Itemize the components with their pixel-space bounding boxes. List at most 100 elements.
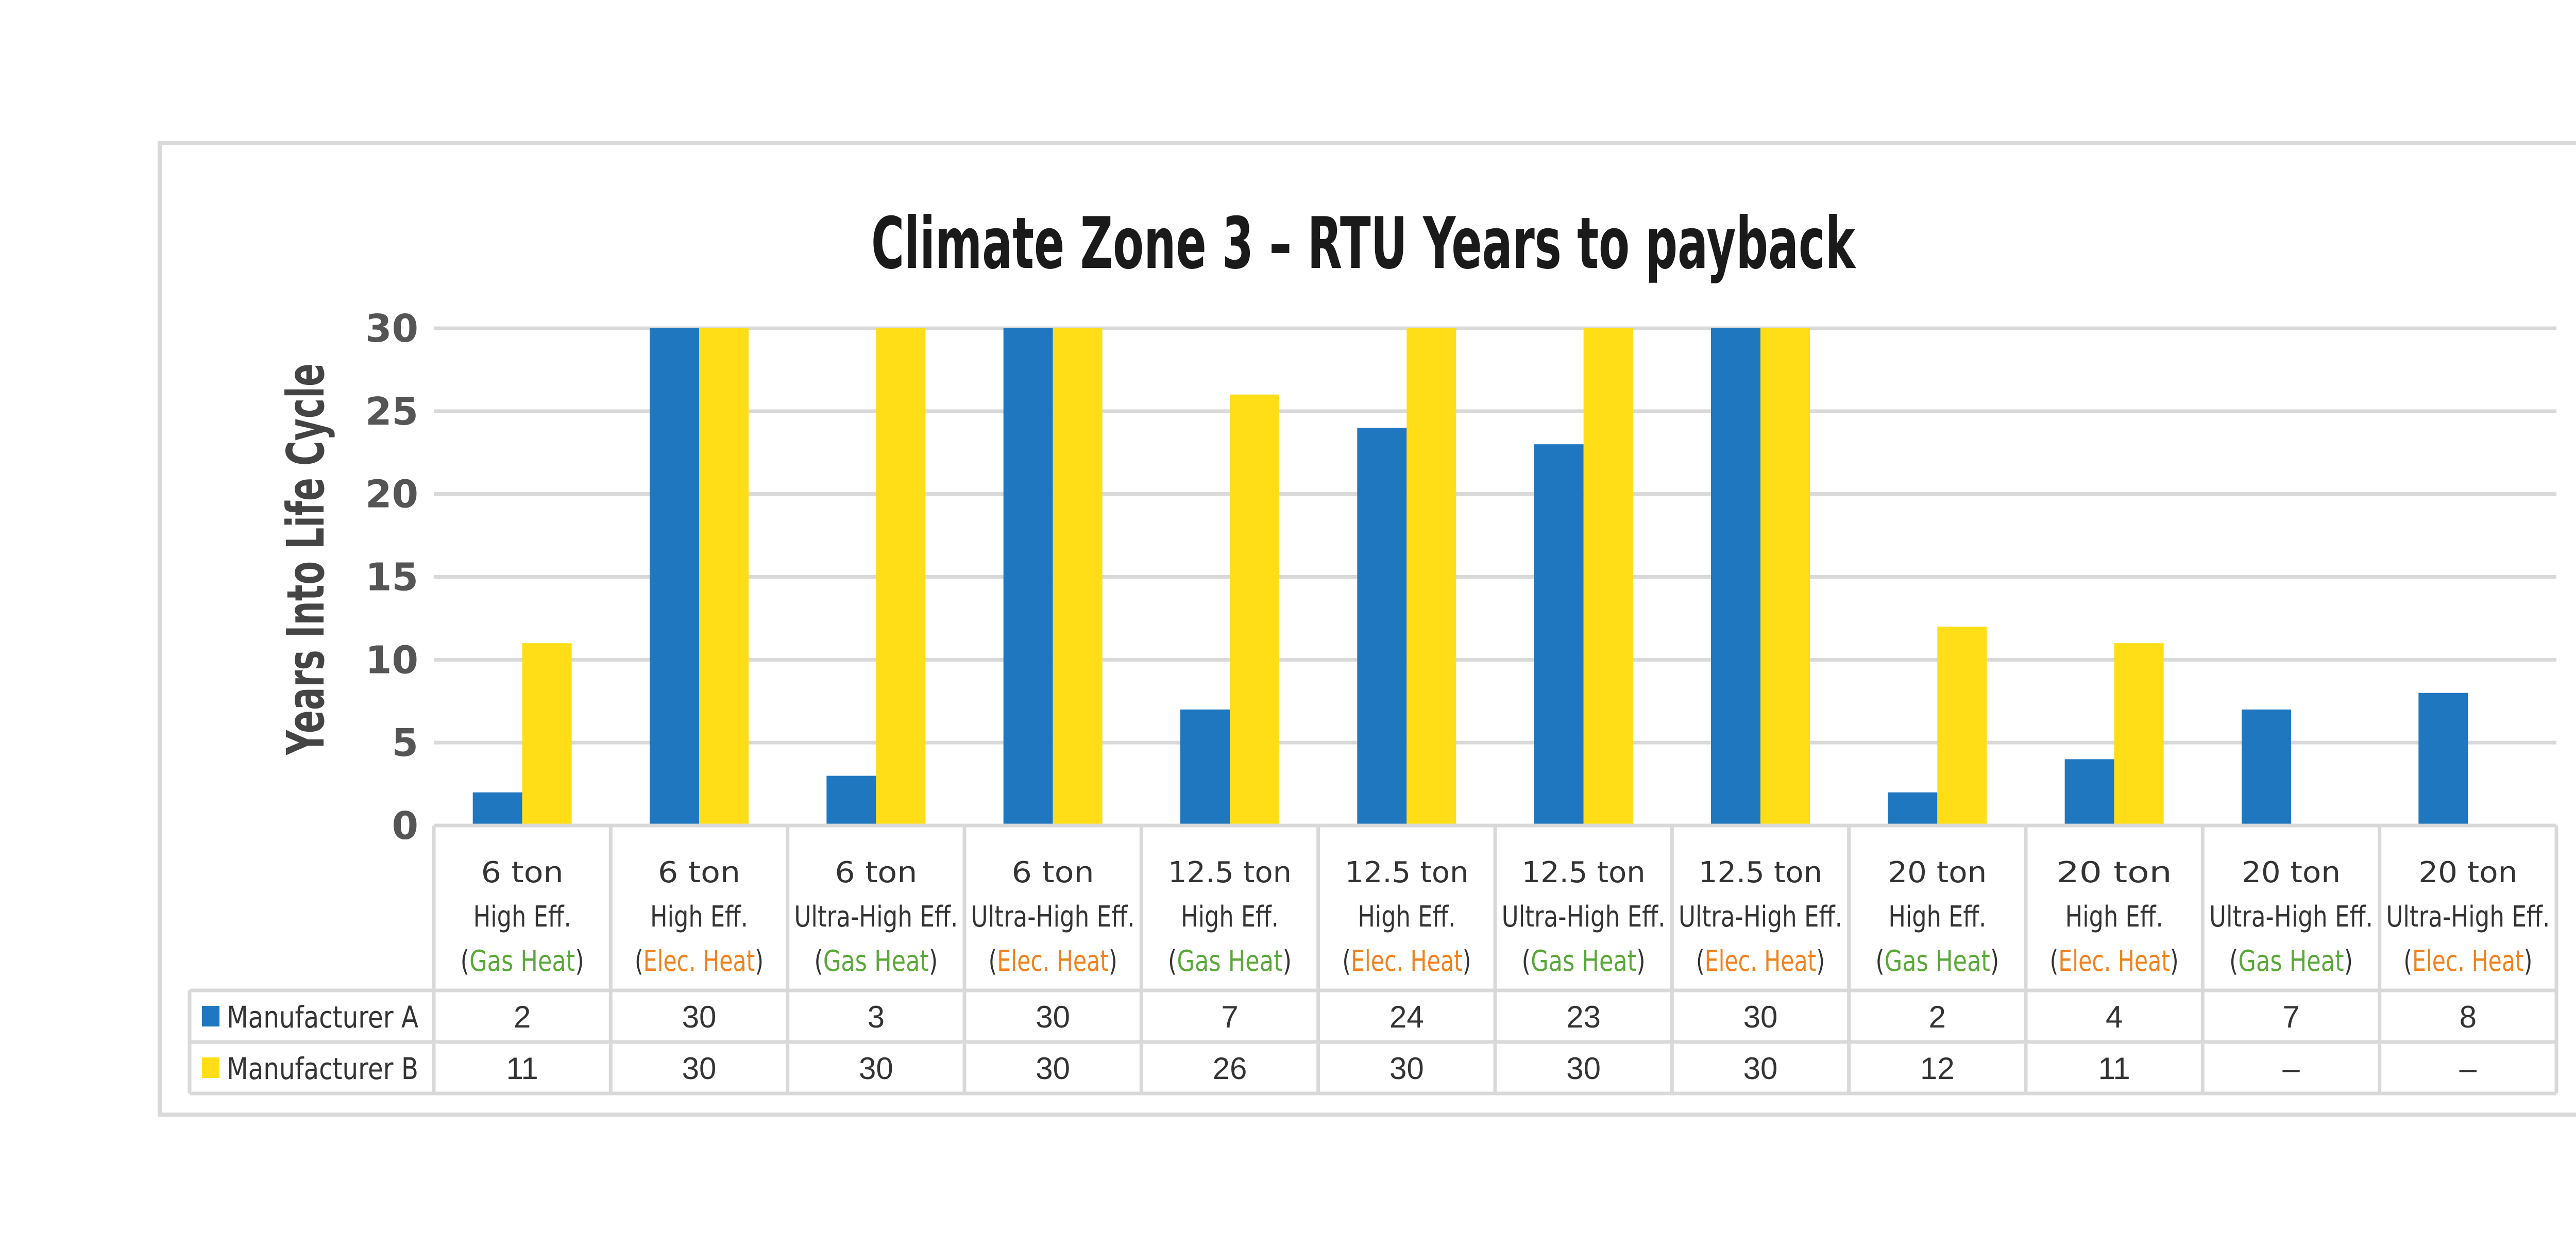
- bar-manufacturer-b: [1937, 627, 1987, 826]
- heat-type-label: Gas Heat: [1177, 945, 1282, 978]
- table-cell-value: –: [2460, 1051, 2477, 1086]
- table-cell-value: 11: [2098, 1051, 2130, 1086]
- x-tick-label-size: 20 ton: [2057, 856, 2172, 889]
- table-cell-value: 4: [2106, 1000, 2123, 1034]
- heat-type-label: Gas Heat: [2238, 945, 2344, 978]
- table-cell-value: 12: [1920, 1051, 1955, 1086]
- bar-manufacturer-a: [1357, 428, 1407, 826]
- x-tick-label-size: 12.5 ton: [1168, 856, 1292, 889]
- heat-type-label: Gas Heat: [1531, 945, 1636, 978]
- x-tick-label-efficiency: Ultra-High Eff.: [2386, 900, 2550, 934]
- x-tick-label-size: 6 ton: [481, 856, 564, 889]
- x-tick-label-efficiency: High Eff.: [1358, 900, 1455, 934]
- x-tick-label-efficiency: Ultra-High Eff.: [2209, 900, 2373, 934]
- x-tick-label-efficiency: Ultra-High Eff.: [971, 900, 1135, 934]
- bar-manufacturer-b: [1760, 328, 1810, 826]
- bar-manufacturer-a: [1003, 328, 1053, 826]
- bar-manufacturer-a: [1534, 444, 1584, 826]
- x-tick-label-size: 6 ton: [835, 856, 917, 889]
- y-tick-label: 10: [365, 638, 418, 682]
- y-tick-label: 5: [392, 721, 419, 765]
- bar-manufacturer-b: [1406, 328, 1456, 826]
- x-tick-label-efficiency: Ultra-High Eff.: [1679, 900, 1842, 934]
- x-tick-label-heat: (Elec. Heat): [2050, 945, 2179, 978]
- bar-manufacturer-b: [1053, 328, 1103, 826]
- x-tick-label-size: 12.5 ton: [1345, 856, 1468, 889]
- table-cell-value: 7: [1221, 1000, 1238, 1034]
- x-tick-label-efficiency: Ultra-High Eff.: [794, 900, 958, 934]
- heat-type-label: Elec. Heat: [2412, 945, 2524, 978]
- y-tick-label: 20: [365, 473, 418, 517]
- y-tick-label: 15: [365, 555, 418, 600]
- bar-manufacturer-b: [1583, 328, 1633, 826]
- bar-manufacturer-b: [876, 328, 926, 826]
- x-tick-label-size: 12.5 ton: [1522, 856, 1646, 889]
- x-tick-label-size: 20 ton: [1888, 856, 1987, 889]
- chart-title: Climate Zone 3 – RTU Years to payback: [871, 202, 1856, 285]
- bar-manufacturer-a: [2418, 693, 2468, 826]
- chart-frame: [158, 141, 2576, 1117]
- legend-label-manufacturer-b: Manufacturer B: [227, 1051, 418, 1086]
- bar-manufacturer-b: [699, 328, 749, 826]
- x-tick-label-heat: (Elec. Heat): [989, 945, 1117, 978]
- y-tick-label: 30: [365, 307, 418, 351]
- bar-manufacturer-b: [522, 643, 572, 826]
- heat-type-label: Gas Heat: [469, 945, 575, 978]
- x-tick-label-efficiency: High Eff.: [1888, 900, 1986, 934]
- legend-label-manufacturer-a: Manufacturer A: [227, 1000, 418, 1035]
- x-tick-label-heat: (Gas Heat): [1168, 945, 1292, 978]
- x-tick-label-size: 6 ton: [658, 856, 740, 889]
- x-tick-label-size: 6 ton: [1012, 856, 1094, 889]
- table-cell-value: 30: [1036, 1051, 1070, 1086]
- bar-manufacturer-b: [2114, 643, 2164, 826]
- table-cell-value: 30: [1566, 1051, 1601, 1086]
- x-tick-label-size: 20 ton: [2242, 856, 2341, 889]
- bar-manufacturer-a: [826, 776, 876, 826]
- y-tick-label: 0: [392, 804, 419, 848]
- x-tick-label-heat: (Gas Heat): [1875, 945, 1999, 978]
- y-tick-label: 25: [365, 390, 418, 434]
- y-axis-label: Years Into Life Cycle: [276, 363, 336, 755]
- x-tick-label-efficiency: High Eff.: [2065, 900, 2163, 934]
- table-cell-value: 30: [1743, 1051, 1778, 1086]
- x-tick-label-heat: (Gas Heat): [1522, 945, 1646, 978]
- table-cell-value: 2: [514, 1000, 531, 1034]
- bar-manufacturer-a: [2064, 759, 2114, 826]
- table-cell-value: 24: [1389, 1000, 1424, 1034]
- table-cell-value: 2: [1929, 1000, 1946, 1034]
- bar-manufacturer-a: [1711, 328, 1760, 826]
- x-tick-label-size: 12.5 ton: [1699, 856, 1822, 889]
- table-cell-value: 23: [1566, 1000, 1601, 1034]
- x-tick-label-heat: (Elec. Heat): [2403, 945, 2532, 978]
- table-cell-value: 3: [868, 1000, 885, 1034]
- x-tick-label-heat: (Gas Heat): [2229, 945, 2353, 978]
- x-tick-label-heat: (Elec. Heat): [635, 945, 764, 978]
- heat-type-label: Elec. Heat: [2058, 945, 2170, 978]
- table-cell-value: 26: [1213, 1051, 1247, 1086]
- table-cell-value: 30: [682, 1051, 717, 1086]
- heat-type-label: Elec. Heat: [1351, 945, 1463, 978]
- table-cell-value: –: [2282, 1051, 2300, 1086]
- x-tick-label-heat: (Gas Heat): [461, 945, 584, 978]
- table-cell-value: 30: [682, 1000, 717, 1034]
- bar-manufacturer-a: [2242, 709, 2291, 826]
- bar-manufacturer-a: [1180, 709, 1230, 826]
- legend-swatch-manufacturer-a: [202, 1006, 219, 1026]
- heat-type-label: Gas Heat: [823, 945, 929, 978]
- x-tick-label-heat: (Elec. Heat): [1342, 945, 1471, 978]
- heat-type-label: Elec. Heat: [643, 945, 755, 978]
- table-cell-value: 30: [1389, 1051, 1424, 1086]
- x-tick-label-heat: (Elec. Heat): [1696, 945, 1825, 978]
- x-tick-label-efficiency: High Eff.: [1181, 900, 1279, 934]
- heat-type-label: Elec. Heat: [1705, 945, 1817, 978]
- table-cell-value: 8: [2460, 1000, 2477, 1034]
- bar-manufacturer-a: [650, 328, 699, 826]
- x-tick-label-efficiency: High Eff.: [650, 900, 748, 934]
- x-tick-label-efficiency: Ultra-High Eff.: [1502, 900, 1666, 934]
- x-tick-label-size: 20 ton: [2418, 856, 2517, 889]
- table-cell-value: 7: [2282, 1000, 2299, 1034]
- bar-manufacturer-a: [472, 792, 522, 826]
- heat-type-label: Elec. Heat: [997, 945, 1109, 978]
- table-cell-value: 11: [506, 1051, 538, 1086]
